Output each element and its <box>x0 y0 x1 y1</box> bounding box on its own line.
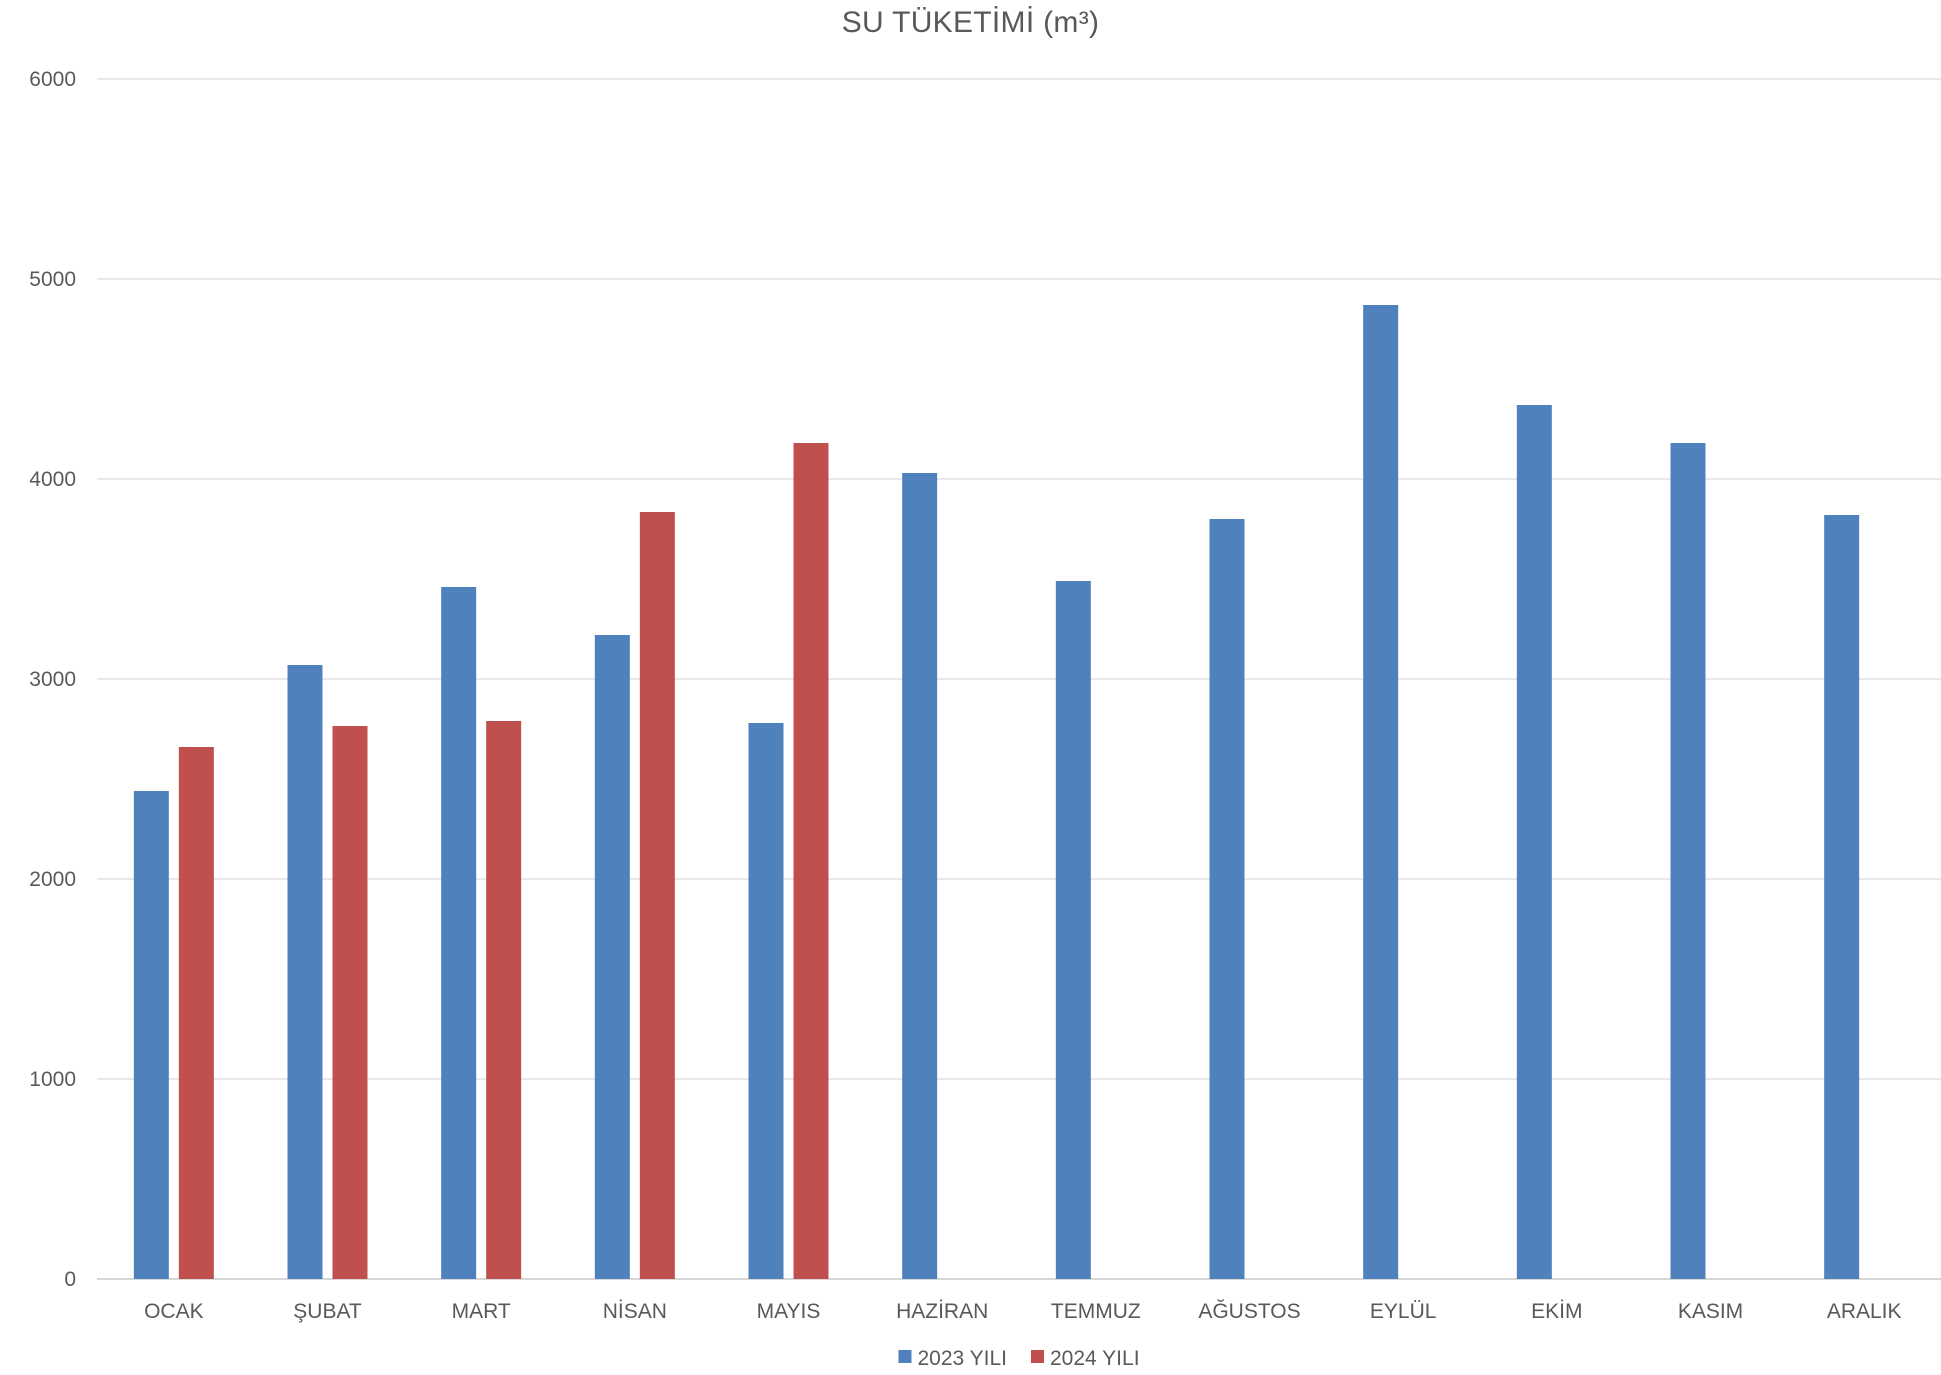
gridlines <box>97 78 1941 1280</box>
chart-title: SU TÜKETİMİ (m³) <box>841 6 1100 39</box>
bar-2024-yili-4 <box>639 512 675 1279</box>
bar-2024-yili-2 <box>332 726 368 1279</box>
x-tick-label: AĞUSTOS <box>1198 1300 1300 1323</box>
legend-label: 2023 YILI <box>917 1347 1007 1370</box>
x-tick-label: EKİM <box>1531 1300 1582 1323</box>
y-tick-label: 4000 <box>29 468 76 491</box>
x-tick-label: MART <box>452 1300 511 1323</box>
bar-2024-yili-5 <box>793 443 829 1279</box>
bar-2023-yili-3 <box>441 587 477 1279</box>
x-tick-label: MAYIS <box>757 1300 821 1323</box>
legend-item: 2023 YILI <box>898 1347 1007 1370</box>
y-tick-label: 5000 <box>29 268 76 291</box>
y-tick-label: 3000 <box>29 668 76 691</box>
bar-2023-yili-12 <box>1824 515 1860 1279</box>
y-tick-label: 0 <box>64 1268 76 1291</box>
x-tick-label: EYLÜL <box>1370 1300 1437 1323</box>
bars <box>133 305 1860 1279</box>
bar-2023-yili-9 <box>1363 305 1399 1279</box>
bar-2023-yili-7 <box>1055 581 1091 1279</box>
x-tick-label: TEMMUZ <box>1051 1300 1141 1323</box>
bar-2023-yili-2 <box>287 665 323 1279</box>
legend-item: 2024 YILI <box>1031 1347 1140 1370</box>
x-tick-label: NİSAN <box>603 1300 667 1323</box>
bar-2023-yili-8 <box>1209 519 1245 1279</box>
legend-swatch <box>898 1350 912 1363</box>
x-tick-label: KASIM <box>1678 1300 1743 1323</box>
bar-2024-yili-3 <box>486 721 522 1279</box>
bar-2023-yili-4 <box>594 635 630 1279</box>
x-axis-tick-labels: OCAK ŞUBAT MART NİSAN MAYIS HAZİRAN TEMMUZ AĞUS… <box>144 1300 1901 1323</box>
x-tick-label: ŞUBAT <box>293 1300 362 1323</box>
legend: 2023 YILI 2024 YILI <box>898 1347 1140 1370</box>
y-tick-label: 6000 <box>29 68 76 91</box>
bar-2023-yili-1 <box>133 791 169 1279</box>
legend-swatch <box>1031 1350 1044 1363</box>
bar-2023-yili-11 <box>1670 443 1706 1279</box>
y-axis-tick-labels: 0 1000 2000 3000 4000 5000 6000 <box>29 68 76 1291</box>
legend-label: 2024 YILI <box>1050 1347 1140 1370</box>
x-tick-label: HAZİRAN <box>896 1300 988 1323</box>
bar-2023-yili-6 <box>902 473 938 1279</box>
bar-2023-yili-5 <box>748 723 784 1279</box>
bar-2024-yili-1 <box>178 747 214 1279</box>
y-tick-label: 2000 <box>29 868 76 891</box>
x-tick-label: ARALIK <box>1827 1300 1902 1323</box>
bar-2023-yili-10 <box>1516 405 1552 1279</box>
y-tick-label: 1000 <box>29 1068 76 1091</box>
x-tick-label: OCAK <box>144 1300 204 1323</box>
